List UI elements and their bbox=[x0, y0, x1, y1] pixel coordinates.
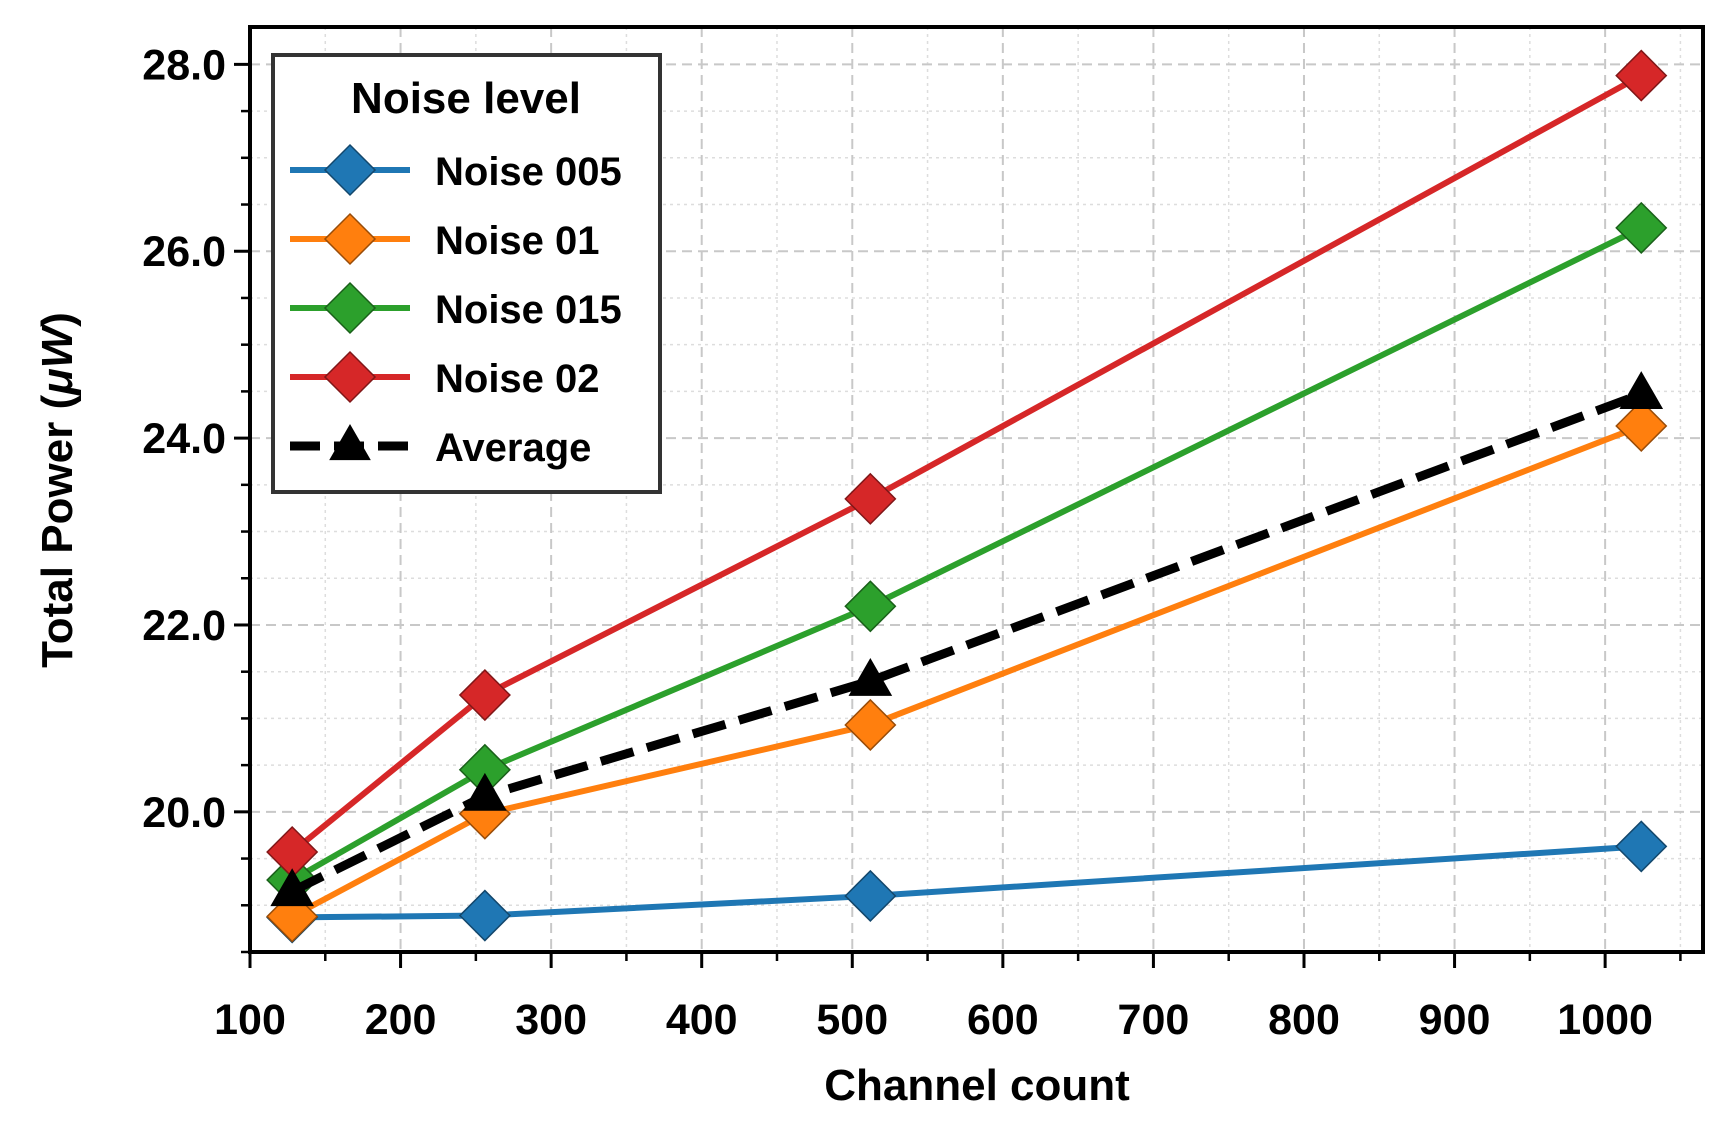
legend-title: Noise level bbox=[351, 74, 581, 123]
y-axis-label: Total Power (μW) bbox=[33, 312, 82, 668]
legend-marker-average bbox=[329, 423, 371, 461]
point-noise-015 bbox=[844, 580, 897, 633]
legend-label-noise-005: Noise 005 bbox=[435, 150, 622, 194]
point-average bbox=[463, 772, 507, 811]
y-axis-label-close: ) bbox=[33, 312, 82, 327]
legend-box bbox=[271, 53, 662, 494]
x-tick-label: 900 bbox=[1419, 996, 1491, 1044]
point-noise-005 bbox=[458, 889, 511, 942]
plot-frame bbox=[248, 25, 1705, 954]
legend-marker-noise-015 bbox=[323, 281, 377, 335]
y-tick-label: 28.0 bbox=[142, 41, 226, 89]
point-noise-02 bbox=[844, 472, 897, 525]
x-tick-label: 400 bbox=[666, 996, 738, 1044]
point-noise-02 bbox=[1615, 49, 1668, 102]
series-noise-02 bbox=[266, 49, 1668, 879]
legend-marker-noise-005 bbox=[323, 143, 377, 197]
point-average bbox=[270, 868, 314, 907]
point-noise-005 bbox=[1615, 820, 1668, 873]
legend: Noise level Noise 005 Noise 01 Noise 015 No… bbox=[271, 53, 662, 494]
series-layer bbox=[266, 49, 1668, 944]
x-tick-label: 500 bbox=[816, 996, 888, 1044]
legend-marker-noise-01 bbox=[323, 212, 377, 266]
point-noise-01 bbox=[1615, 399, 1668, 453]
x-tick-label: 600 bbox=[967, 996, 1039, 1044]
legend-label-average: Average bbox=[435, 426, 591, 470]
point-average bbox=[848, 657, 893, 696]
series-line-noise-005 bbox=[292, 843, 1642, 921]
y-tick-label: 20.0 bbox=[142, 789, 226, 837]
point-noise-01 bbox=[844, 698, 897, 752]
point-noise-005 bbox=[844, 869, 897, 923]
legend-label-noise-015: Noise 015 bbox=[435, 288, 622, 332]
series-line-average bbox=[290, 389, 1643, 896]
series-average bbox=[270, 371, 1664, 907]
point-noise-015 bbox=[1615, 201, 1668, 254]
x-tick-label: 300 bbox=[515, 996, 587, 1044]
y-axis-label-unit: μW bbox=[33, 323, 82, 397]
legend-item-noise-015: Noise 015 bbox=[290, 281, 622, 335]
legend-marker-noise-02 bbox=[323, 350, 377, 404]
series-line-noise-02 bbox=[290, 72, 1643, 855]
point-noise-02 bbox=[458, 668, 511, 722]
legend-label-noise-02: Noise 02 bbox=[435, 357, 600, 401]
series-line-noise-015 bbox=[290, 225, 1643, 883]
x-tick-label: 100 bbox=[214, 996, 286, 1044]
y-axis-label-text: Total Power ( bbox=[33, 395, 82, 668]
axes: 100 200 300 400 500 600 700 800 900 1000 20.0 22.0 2… bbox=[142, 41, 1682, 1044]
series-line-noise-01 bbox=[290, 423, 1643, 920]
x-axis-label: Channel count bbox=[824, 1061, 1130, 1110]
point-average bbox=[1619, 371, 1664, 410]
legend-item-noise-01: Noise 01 bbox=[290, 212, 600, 266]
x-tick-label: 200 bbox=[365, 996, 437, 1044]
legend-item-noise-02: Noise 02 bbox=[290, 350, 600, 404]
legend-label-noise-01: Noise 01 bbox=[435, 219, 600, 263]
y-tick-label: 24.0 bbox=[142, 415, 226, 463]
x-tick-label: 1000 bbox=[1557, 996, 1653, 1044]
legend-item-average: Average bbox=[290, 423, 591, 470]
x-tick-label: 700 bbox=[1118, 996, 1190, 1044]
x-tick-label: 800 bbox=[1268, 996, 1340, 1044]
legend-item-noise-005: Noise 005 bbox=[290, 143, 622, 197]
y-tick-label: 22.0 bbox=[142, 602, 226, 650]
y-tick-label: 26.0 bbox=[142, 228, 226, 276]
series-noise-005 bbox=[266, 820, 1668, 944]
